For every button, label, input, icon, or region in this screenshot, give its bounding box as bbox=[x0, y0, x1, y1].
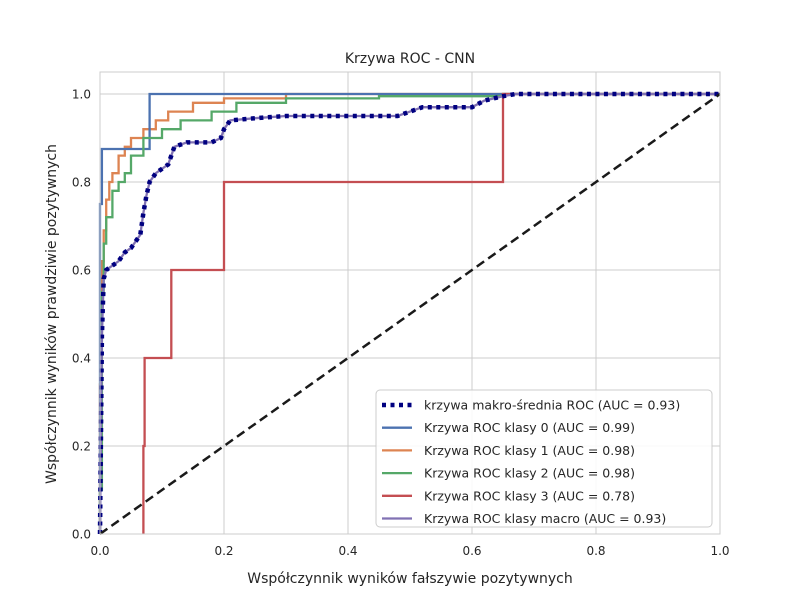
x-tick-label: 0.6 bbox=[462, 544, 481, 558]
legend: krzywa makro-średnia ROC (AUC = 0.93) Krz… bbox=[375, 389, 713, 528]
x-tick-label: 0.0 bbox=[90, 544, 109, 558]
legend-box bbox=[375, 389, 713, 528]
chart-title: Krzywa ROC - CNN bbox=[345, 51, 475, 67]
x-axis-label: Współczynnik wyników fałszywie pozytywny… bbox=[247, 571, 573, 587]
legend-label-0: krzywa makro-średnia ROC (AUC = 0.93) bbox=[424, 398, 680, 413]
y-tick-label: 0.2 bbox=[72, 440, 91, 454]
series-line-3 bbox=[98, 92, 720, 534]
y-axis-label: Współczynnik wyników prawdziwie pozytywn… bbox=[44, 144, 60, 484]
series-line-2 bbox=[98, 92, 720, 534]
tick-labels: 0.0 0.2 0.4 0.6 0.8 1.0 0.0 0.2 0.4 0.6 0.8 1.0 bbox=[72, 88, 730, 559]
legend-items: krzywa makro-średnia ROC (AUC = 0.93) Krz… bbox=[382, 398, 680, 526]
x-tick-label: 0.8 bbox=[586, 544, 605, 558]
series-layer bbox=[97, 91, 721, 536]
x-tick-label: 0.2 bbox=[214, 544, 233, 558]
legend-label-1: Krzywa ROC klasy 0 (AUC = 0.99) bbox=[424, 420, 635, 435]
series-line-0 bbox=[97, 91, 720, 535]
x-tick-label: 0.4 bbox=[338, 544, 357, 558]
y-tick-label: 1.0 bbox=[72, 88, 91, 102]
legend-label-4: Krzywa ROC klasy 3 (AUC = 0.78) bbox=[424, 488, 635, 503]
plot-frame bbox=[99, 71, 721, 535]
legend-label-2: Krzywa ROC klasy 1 (AUC = 0.98) bbox=[424, 443, 635, 458]
series-line-6 bbox=[99, 92, 721, 536]
legend-label-3: Krzywa ROC klasy 2 (AUC = 0.98) bbox=[424, 466, 635, 481]
legend-label-5: Krzywa ROC klasy macro (AUC = 0.93) bbox=[424, 511, 666, 526]
series-line-4 bbox=[142, 92, 720, 534]
y-tick-label: 0.6 bbox=[72, 264, 91, 278]
y-tick-label: 0.4 bbox=[72, 352, 91, 366]
x-tick-label: 1.0 bbox=[710, 544, 729, 558]
y-tick-label: 0.0 bbox=[72, 528, 91, 542]
y-tick-label: 0.8 bbox=[72, 176, 91, 190]
